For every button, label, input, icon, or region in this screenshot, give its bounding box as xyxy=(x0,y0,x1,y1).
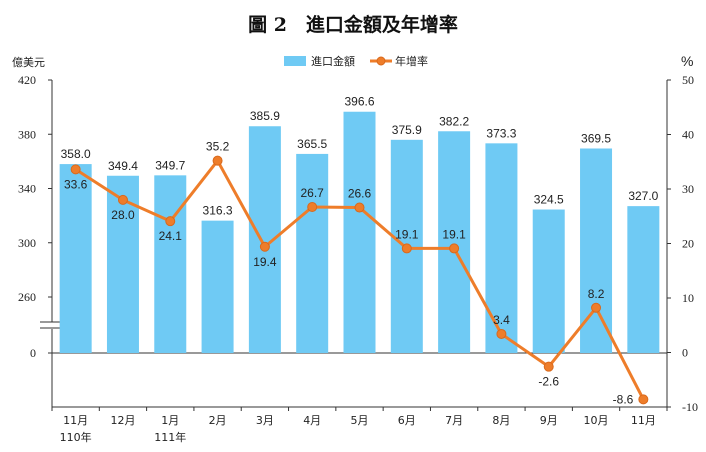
legend: 進口金額 年增率 xyxy=(284,54,428,68)
import-bar-label: 358.0 xyxy=(61,147,91,161)
growth-rate-label: 8.2 xyxy=(588,287,605,301)
growth-rate-label: -8.6 xyxy=(613,392,634,406)
x-category-label: 5月 xyxy=(351,414,369,427)
x-category-label: 12月 xyxy=(110,414,135,427)
x-category-label: 1月 xyxy=(161,414,179,427)
x-category-label: 7月 xyxy=(445,414,463,427)
x-category-label: 6月 xyxy=(398,414,416,427)
import-bar-label: 375.9 xyxy=(392,123,422,137)
left-axis-unit: 億美元 xyxy=(12,56,45,69)
growth-rate-point xyxy=(354,202,365,213)
x-category-label: 8月 xyxy=(492,414,510,427)
growth-rate-label: 3.4 xyxy=(493,313,510,327)
right-tick-label: -10 xyxy=(682,400,698,414)
growth-rate-point xyxy=(543,361,554,372)
import-bar xyxy=(59,164,92,353)
growth-rate-point xyxy=(117,194,128,205)
right-tick-label: 50 xyxy=(682,73,694,87)
right-tick-label: 40 xyxy=(682,128,694,142)
growth-rate-label: 24.1 xyxy=(159,229,183,243)
import-bar xyxy=(154,175,187,353)
x-category-label: 2月 xyxy=(209,414,227,427)
import-bar xyxy=(438,131,471,353)
left-tick-label: 260 xyxy=(18,290,36,304)
growth-rate-label: 19.1 xyxy=(442,227,466,241)
import-bar xyxy=(201,220,234,353)
import-bar-label: 327.0 xyxy=(628,189,658,203)
growth-rate-point xyxy=(307,201,318,212)
x-category-label: 4月 xyxy=(303,414,321,427)
plot-area: 420 380 340 300 260 0 50 40 30 20 10 0 -10 358.0 349.4… xyxy=(18,73,698,444)
import-bar xyxy=(296,153,329,353)
left-tick-label: 420 xyxy=(18,73,36,87)
x-year-label: 111年 xyxy=(154,430,186,444)
growth-rate-point xyxy=(212,155,223,166)
growth-rate-point xyxy=(165,216,176,227)
growth-rate-label: 19.4 xyxy=(253,255,277,269)
x-category-label: 10月 xyxy=(584,414,609,427)
import-bar-label: 382.2 xyxy=(439,114,469,128)
growth-rate-label: 26.6 xyxy=(348,187,372,201)
growth-rate-label: 33.6 xyxy=(64,177,88,191)
growth-rate-point xyxy=(496,328,507,339)
import-bar-label: 349.7 xyxy=(155,158,185,172)
growth-rate-point xyxy=(401,243,412,254)
import-bar xyxy=(343,111,376,353)
right-axis-unit: % xyxy=(681,53,693,69)
growth-rate-label: 19.1 xyxy=(395,227,419,241)
x-category-label: 9月 xyxy=(540,414,558,427)
x-category-label: 11月 xyxy=(631,414,656,427)
growth-rate-label: 26.7 xyxy=(301,186,325,200)
legend-bar-label: 進口金額 xyxy=(311,54,355,68)
growth-rate-point xyxy=(638,394,649,405)
import-bar-label: 324.5 xyxy=(534,193,564,207)
import-bar-label: 385.9 xyxy=(250,109,280,123)
axis-break-gap xyxy=(40,322,64,329)
import-bar xyxy=(627,206,660,353)
import-bar-label: 349.4 xyxy=(108,159,138,173)
left-tick-label: 340 xyxy=(18,182,36,196)
import-bar xyxy=(485,143,518,353)
right-tick-label: 0 xyxy=(682,346,688,360)
import-bar-label: 396.6 xyxy=(344,95,374,109)
import-bar-label: 365.5 xyxy=(297,137,327,151)
growth-rate-point xyxy=(449,243,460,254)
import-bar xyxy=(248,126,281,353)
left-tick-label: 300 xyxy=(18,236,36,250)
x-category-label: 3月 xyxy=(256,414,274,427)
growth-rate-point xyxy=(591,302,602,313)
import-bar-label: 369.5 xyxy=(581,131,611,145)
right-tick-label: 10 xyxy=(682,291,694,305)
import-bar-label: 316.3 xyxy=(203,204,233,218)
growth-rate-label: 35.2 xyxy=(206,140,230,154)
chart-title: 圖 2 進口金額及年增率 xyxy=(248,13,458,36)
import-bar-label: 373.3 xyxy=(486,126,516,140)
right-tick-label: 30 xyxy=(682,182,694,196)
legend-line-marker xyxy=(376,56,386,66)
legend-line-label: 年增率 xyxy=(395,54,428,68)
x-year-label: 110年 xyxy=(60,430,92,444)
left-tick-label: 0 xyxy=(30,346,36,360)
growth-rate-point xyxy=(70,164,81,175)
right-tick-label: 20 xyxy=(682,237,694,251)
growth-rate-point xyxy=(259,241,270,252)
growth-rate-label: -2.6 xyxy=(538,375,559,389)
import-bar xyxy=(532,209,565,353)
growth-rate-label: 28.0 xyxy=(111,208,135,222)
left-tick-label: 380 xyxy=(18,127,36,141)
legend-bar-swatch xyxy=(284,56,306,66)
x-category-label: 11月 xyxy=(63,414,88,427)
